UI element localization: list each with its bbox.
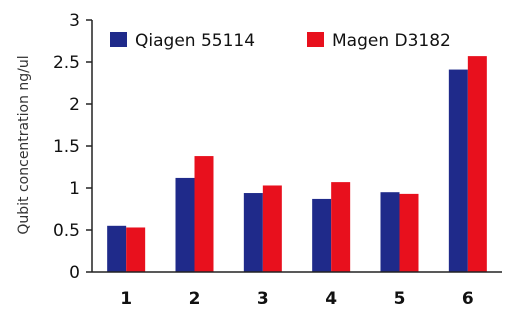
bar-qiagen-4: [312, 198, 332, 272]
bars: [107, 56, 487, 273]
y-tick-label: 0.5: [53, 221, 80, 241]
bar-qiagen-3: [243, 193, 263, 272]
legend-swatch: [307, 32, 324, 47]
y-tick-label: 2.5: [53, 53, 80, 73]
legend: Qiagen 55114 Magen D3182: [110, 31, 451, 51]
x-tick-label: 5: [394, 289, 406, 309]
x-tick-label: 2: [189, 289, 201, 309]
y-tick-label: 3: [69, 11, 80, 31]
y-tick-label: 0: [69, 263, 80, 283]
y-tick-label: 1: [69, 179, 80, 199]
y-tick-label: 1.5: [53, 137, 80, 157]
legend-label: Magen D3182: [332, 31, 451, 51]
legend-swatch: [110, 32, 127, 47]
x-tick-label: 1: [120, 289, 132, 309]
bar-magen-1: [126, 227, 146, 272]
bar-qiagen-6: [448, 69, 468, 272]
y-axis-title: Qubit concentration ng/ul: [16, 55, 32, 234]
x-axis-labels: 1 2 3 4 5 6: [120, 289, 474, 309]
legend-label: Qiagen 55114: [135, 31, 255, 51]
bar-qiagen-1: [107, 225, 127, 272]
x-tick-label: 4: [325, 289, 337, 309]
x-tick-label: 6: [462, 289, 474, 309]
bar-qiagen-2: [175, 177, 195, 272]
bar-qiagen-5: [380, 192, 400, 272]
x-tick-label: 3: [257, 289, 269, 309]
bar-magen-2: [194, 156, 214, 272]
y-tick-label: 2: [69, 95, 80, 115]
y-axis-ticks: 0 0.5 1 1.5 2 2.5 3: [53, 11, 92, 283]
bar-magen-4: [331, 182, 351, 272]
bar-magen-5: [399, 193, 419, 272]
bar-magen-6: [467, 56, 487, 273]
bar-magen-3: [262, 185, 282, 272]
